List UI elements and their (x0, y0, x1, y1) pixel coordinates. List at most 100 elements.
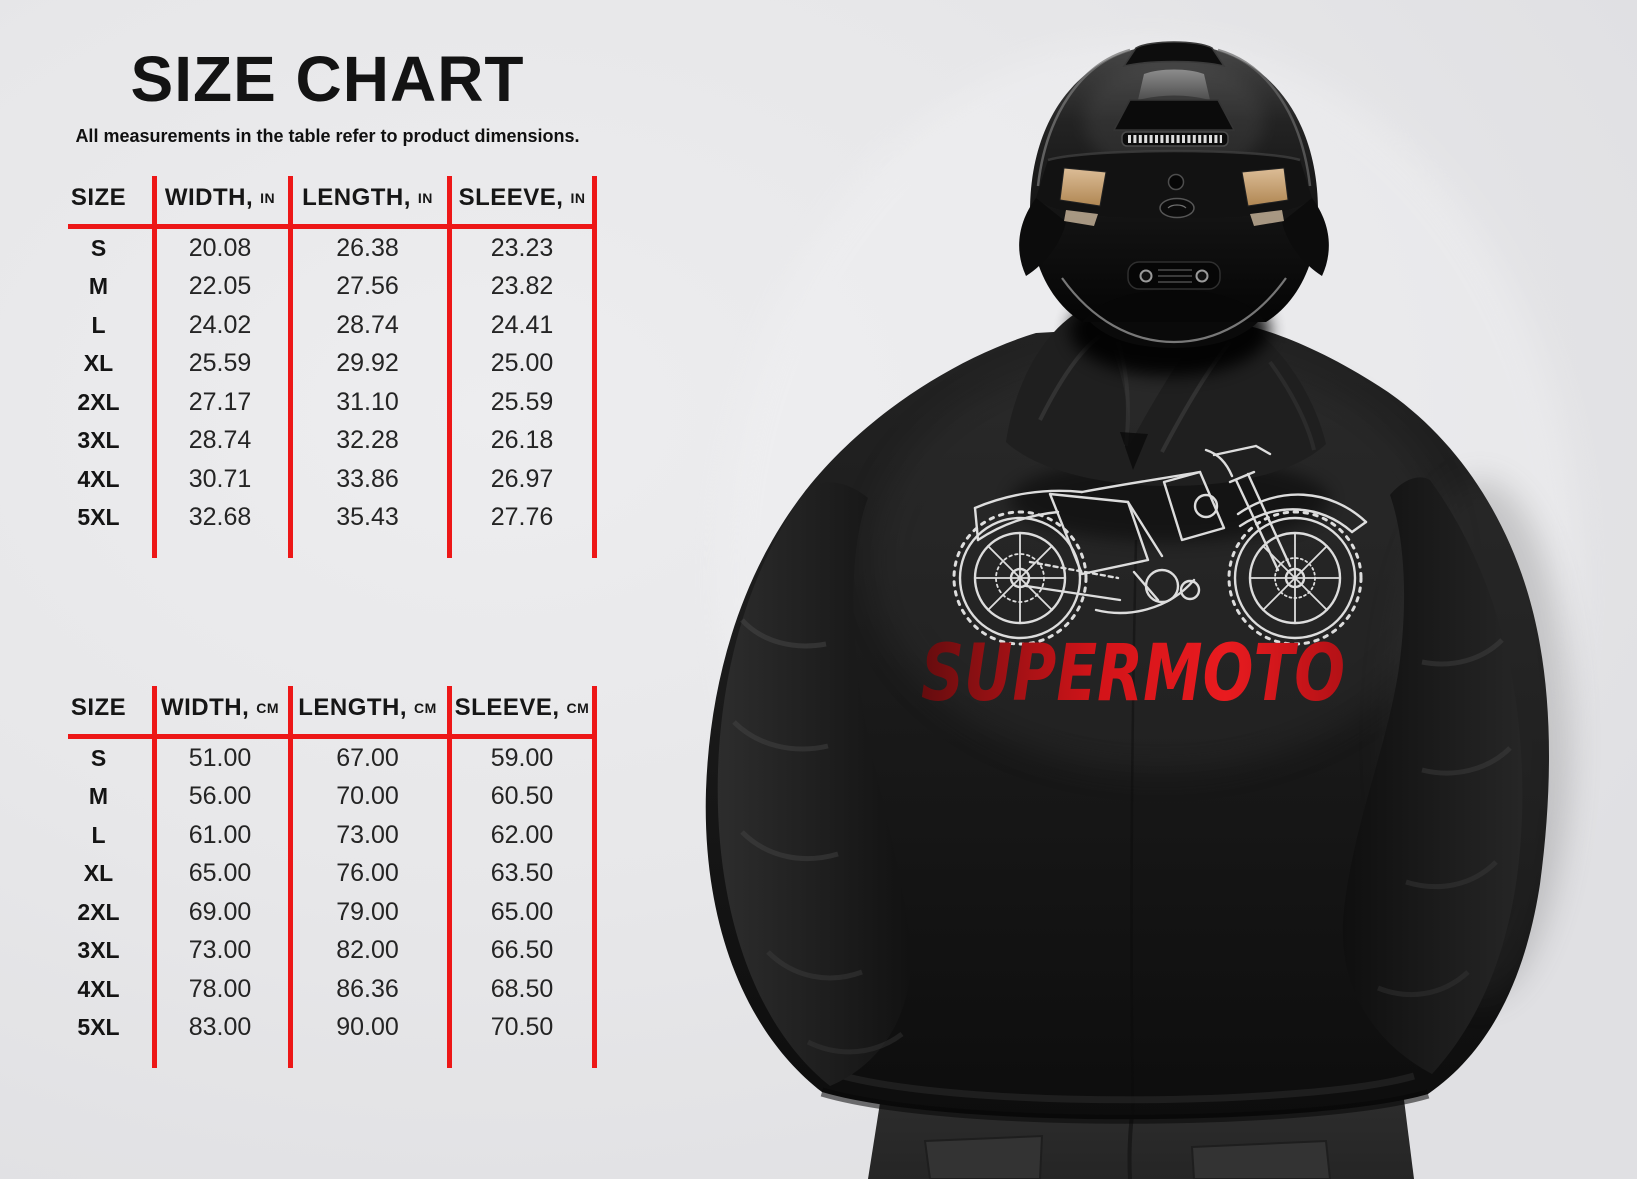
table-divider (288, 176, 293, 558)
size-cell: M (88, 783, 109, 810)
value-cell: 63.50 (490, 859, 554, 888)
value-cell: 61.00 (188, 820, 252, 849)
table-row: 4XL 30.71 33.86 26.97 (45, 460, 597, 499)
value-cell: 73.00 (188, 936, 252, 965)
size-cell: XL (83, 350, 114, 377)
size-cell: 4XL (77, 465, 120, 492)
table-header-divider (68, 224, 597, 229)
value-cell: 68.50 (490, 974, 554, 1003)
column-header: SLEEVE, CM (454, 694, 590, 721)
size-cell: 5XL (77, 1014, 120, 1041)
table-divider (447, 176, 452, 558)
value-cell: 27.17 (188, 387, 252, 416)
value-cell: 22.05 (188, 272, 252, 301)
table-divider (447, 686, 452, 1068)
size-table-inches: SIZE WIDTH, IN LENGTH, IN SLEEVE, IN S 20.08 26.… (45, 172, 597, 562)
size-cell: 5XL (77, 504, 120, 531)
unit-label: IN (260, 190, 276, 206)
table-row: 3XL 73.00 82.00 66.50 (45, 932, 597, 971)
table-row: M 22.05 27.56 23.82 (45, 268, 597, 307)
value-cell: 23.23 (490, 233, 554, 262)
value-cell: 33.86 (336, 464, 399, 493)
value-cell: 27.76 (490, 503, 554, 532)
value-cell: 32.28 (336, 426, 399, 455)
size-cell: 3XL (77, 937, 120, 964)
page-subtitle: All measurements in the table refer to p… (75, 126, 580, 146)
table-header-divider (68, 734, 597, 739)
value-cell: 32.68 (188, 503, 252, 532)
value-cell: 26.38 (336, 233, 399, 262)
value-cell: 73.00 (336, 820, 399, 849)
value-cell: 59.00 (490, 743, 554, 772)
column-header: WIDTH, IN (164, 184, 276, 211)
value-cell: 65.00 (188, 859, 252, 888)
jeans-pocket-right (1190, 1139, 1332, 1179)
column-header: WIDTH, CM (160, 694, 280, 721)
table-row: 5XL 32.68 35.43 27.76 (45, 499, 597, 538)
value-cell: 26.18 (490, 426, 554, 455)
size-cell: S (90, 744, 107, 771)
value-cell: 56.00 (188, 782, 252, 811)
column-header: SIZE (70, 694, 127, 721)
unit-label: IN (417, 190, 433, 206)
table-divider (152, 176, 157, 558)
value-cell: 67.00 (336, 743, 399, 772)
size-cell: XL (83, 860, 114, 887)
value-cell: 24.41 (490, 310, 554, 339)
column-header: LENGTH, IN (302, 184, 433, 211)
value-cell: 69.00 (188, 897, 252, 926)
value-cell: 51.00 (188, 743, 252, 772)
value-cell: 66.50 (490, 936, 554, 965)
value-cell: 28.74 (188, 426, 252, 455)
size-cell: 4XL (77, 975, 120, 1002)
value-cell: 70.00 (336, 782, 399, 811)
value-cell: 24.02 (188, 310, 252, 339)
value-cell: 83.00 (188, 1013, 252, 1042)
value-cell: 23.82 (490, 272, 554, 301)
value-cell: 90.00 (336, 1013, 399, 1042)
helmet-emblem (1167, 173, 1185, 191)
helmet-top-vent (1122, 41, 1226, 68)
table-row: XL 65.00 76.00 63.50 (45, 855, 597, 894)
unit-label: IN (570, 190, 586, 206)
size-cell: L (91, 821, 106, 848)
value-cell: 31.10 (336, 387, 399, 416)
table-row: 2XL 69.00 79.00 65.00 (45, 893, 597, 932)
table-divider (592, 176, 597, 558)
table-row: L 61.00 73.00 62.00 (45, 816, 597, 855)
helmet-mid-vent (1112, 99, 1236, 131)
table-body: S 20.08 26.38 23.23 M 22.05 27.56 23.82 L 24.02 28… (45, 229, 597, 537)
page-title: SIZE CHART (130, 43, 525, 115)
column-header: SLEEVE, IN (458, 184, 586, 211)
value-cell: 82.00 (336, 936, 399, 965)
column-header: SIZE (70, 184, 127, 211)
sleeve-left-graphic (717, 482, 911, 1086)
table-divider (288, 686, 293, 1068)
hoodie-hem (820, 1087, 1430, 1124)
value-cell: 70.50 (490, 1013, 554, 1042)
table-body: S 51.00 67.00 59.00 M 56.00 70.00 60.50 L 61.00 73… (45, 739, 597, 1047)
sleeve-right-graphic (1342, 477, 1523, 1074)
column-header: LENGTH, CM (298, 694, 437, 721)
size-cell: 2XL (77, 898, 120, 925)
table-row: 3XL 28.74 32.28 26.18 (45, 422, 597, 461)
motorcycle-line-art (952, 444, 1368, 646)
table-divider (152, 686, 157, 1068)
page-header: SIZE CHART All measurements in the table… (0, 42, 655, 147)
value-cell: 79.00 (336, 897, 399, 926)
value-cell: 65.00 (490, 897, 554, 926)
table-row: 5XL 83.00 90.00 70.50 (45, 1009, 597, 1048)
value-cell: 78.00 (188, 974, 252, 1003)
table-row: 2XL 27.17 31.10 25.59 (45, 383, 597, 422)
table-header-row: SIZE WIDTH, IN LENGTH, IN SLEEVE, IN (45, 172, 597, 224)
table-row: S 51.00 67.00 59.00 (45, 739, 597, 778)
value-cell: 20.08 (188, 233, 252, 262)
size-table-cm: SIZE WIDTH, CM LENGTH, CM SLEEVE, CM S 51.00 67.… (45, 682, 597, 1072)
value-cell: 35.43 (336, 503, 399, 532)
value-cell: 86.36 (336, 974, 399, 1003)
helmet-reflector-right (1241, 167, 1289, 207)
value-cell: 62.00 (490, 820, 554, 849)
value-cell: 29.92 (336, 349, 399, 378)
table-row: 4XL 78.00 86.36 68.50 (45, 970, 597, 1009)
